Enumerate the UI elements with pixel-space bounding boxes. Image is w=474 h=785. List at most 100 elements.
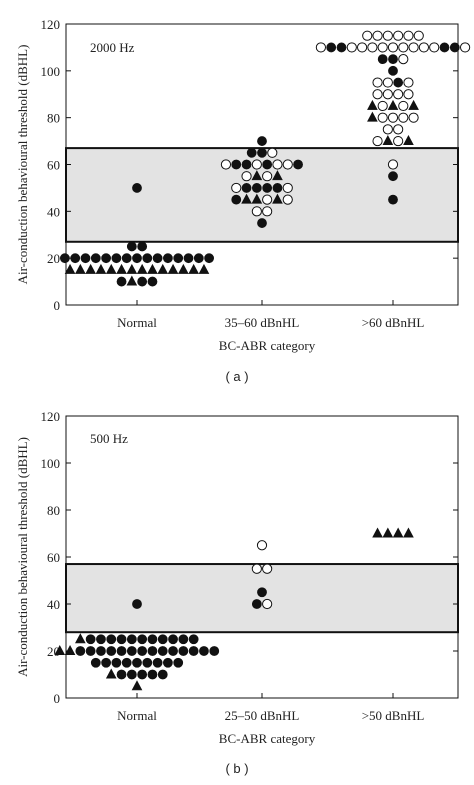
data-point-filled-circle: [393, 77, 404, 88]
y-tick-label: 40: [47, 204, 60, 219]
data-point-triangle: [75, 633, 86, 644]
data-point-filled-circle: [188, 646, 199, 656]
data-point-filled-circle: [262, 159, 273, 170]
x-tick-label: Normal: [117, 708, 157, 723]
y-tick-label: 0: [54, 298, 61, 313]
data-point-filled-circle: [147, 646, 158, 656]
data-point-filled-circle: [272, 183, 283, 193]
data-point-triangle: [392, 527, 404, 538]
data-point-open-circle: [398, 42, 409, 53]
data-point-filled-circle: [162, 657, 173, 668]
data-point-filled-circle: [173, 253, 184, 264]
data-point-open-circle: [398, 54, 409, 65]
data-point-filled-circle: [126, 241, 137, 252]
data-point-filled-circle: [85, 634, 96, 645]
data-point-triangle: [403, 135, 414, 146]
data-point-open-circle: [377, 42, 388, 53]
y-tick-label: 100: [41, 64, 61, 79]
y-tick-label: 20: [47, 251, 60, 266]
data-point-triangle: [136, 263, 148, 274]
data-point-triangle: [241, 193, 252, 204]
data-point-triangle: [95, 263, 107, 274]
data-point-open-circle: [282, 159, 293, 170]
data-point-filled-circle: [111, 657, 122, 668]
y-tick-label: 80: [47, 503, 60, 518]
data-point-open-circle: [372, 89, 383, 100]
data-point-filled-circle: [231, 194, 242, 205]
data-point-open-circle: [377, 112, 388, 123]
data-point-filled-circle: [262, 183, 273, 193]
data-point-filled-circle: [126, 646, 137, 656]
data-point-filled-circle: [326, 42, 337, 53]
data-point-triangle: [131, 680, 143, 691]
data-point-filled-circle: [96, 634, 106, 645]
data-point-filled-circle: [241, 159, 252, 170]
data-point-triangle: [126, 275, 138, 286]
data-point-filled-circle: [75, 646, 86, 656]
data-point-filled-circle: [116, 634, 127, 645]
data-point-filled-circle: [147, 276, 158, 287]
normal-range-band: [65, 563, 459, 634]
data-point-triangle: [105, 263, 117, 274]
data-point-filled-circle: [209, 646, 220, 656]
data-point-filled-circle: [388, 54, 398, 65]
data-point-filled-circle: [183, 253, 194, 264]
data-point-filled-circle: [142, 657, 153, 668]
data-point-triangle: [198, 263, 210, 274]
data-point-open-circle: [372, 77, 383, 88]
data-point-filled-circle: [101, 253, 111, 264]
data-point-triangle: [178, 263, 189, 274]
data-point-open-circle: [282, 194, 293, 205]
data-point-filled-circle: [116, 646, 127, 656]
data-point-filled-circle: [147, 669, 158, 680]
data-point-triangle: [64, 644, 76, 655]
data-point-open-circle: [382, 77, 393, 88]
data-point-filled-circle: [388, 194, 398, 205]
data-point-filled-circle: [251, 599, 262, 609]
data-point-filled-circle: [388, 65, 398, 76]
data-point-filled-circle: [90, 253, 101, 264]
data-point-open-circle: [393, 135, 404, 147]
data-point-filled-circle: [188, 634, 199, 645]
data-point-triangle: [105, 668, 117, 679]
data-point-filled-circle: [96, 646, 106, 656]
data-point-triangle: [367, 99, 378, 110]
data-point-open-circle: [382, 89, 393, 100]
data-point-filled-circle: [132, 599, 142, 609]
y-tick-label: 60: [47, 550, 60, 565]
y-tick-label: 0: [54, 691, 61, 706]
y-tick-label: 120: [41, 409, 61, 424]
data-point-open-circle: [413, 30, 424, 41]
data-point-filled-circle: [241, 183, 252, 193]
data-point-open-circle: [251, 563, 262, 574]
data-point-open-circle: [382, 30, 393, 41]
data-point-open-circle: [393, 124, 404, 135]
data-point-filled-circle: [336, 42, 347, 53]
data-point-triangle: [382, 527, 394, 538]
data-point-filled-circle: [111, 253, 122, 264]
data-point-triangle: [408, 99, 419, 110]
data-point-filled-circle: [137, 634, 148, 645]
data-point-filled-circle: [377, 54, 388, 65]
data-point-filled-circle: [121, 657, 132, 668]
data-point-filled-circle: [60, 253, 70, 264]
data-point-open-circle: [398, 100, 409, 112]
data-point-filled-circle: [178, 646, 189, 656]
data-point-filled-circle: [152, 657, 163, 668]
data-point-filled-circle: [231, 159, 242, 170]
data-point-open-circle: [251, 159, 262, 170]
data-point-open-circle: [393, 89, 404, 100]
data-point-filled-circle: [137, 241, 148, 252]
data-point-filled-circle: [439, 42, 450, 53]
data-point-triangle: [272, 193, 283, 204]
y-axis-label: Air-conduction behavioural threshold (dB…: [15, 437, 30, 677]
plot-frame: [65, 415, 459, 699]
data-point-filled-circle: [199, 646, 209, 656]
data-point-triangle: [64, 263, 76, 274]
data-point-filled-circle: [137, 276, 148, 287]
panel-label: ( a ): [225, 369, 248, 384]
data-point-open-circle: [393, 30, 404, 41]
x-axis-label: BC-ABR category: [219, 338, 316, 353]
data-point-filled-circle: [168, 634, 178, 645]
